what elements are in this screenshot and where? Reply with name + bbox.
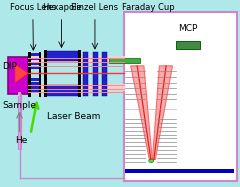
Bar <box>102 52 107 96</box>
Polygon shape <box>152 66 173 160</box>
Bar <box>30 86 39 89</box>
Bar <box>109 59 140 63</box>
Polygon shape <box>15 64 28 83</box>
Text: MCP: MCP <box>178 24 198 33</box>
Bar <box>93 52 98 96</box>
Bar <box>30 82 39 85</box>
Text: Focus Lens: Focus Lens <box>10 3 56 12</box>
Text: Laser Beam: Laser Beam <box>47 112 101 121</box>
Bar <box>18 94 21 149</box>
Text: Hexapole: Hexapole <box>42 3 81 12</box>
Bar <box>45 51 78 61</box>
Bar <box>28 52 30 97</box>
Polygon shape <box>131 66 152 160</box>
Bar <box>18 92 21 96</box>
Bar <box>83 52 88 96</box>
Bar <box>28 56 125 63</box>
Bar <box>8 57 28 94</box>
Bar <box>30 78 39 81</box>
Text: Sample: Sample <box>2 101 36 110</box>
Bar <box>44 50 47 97</box>
Bar <box>30 62 39 65</box>
Text: He: He <box>16 136 28 145</box>
Bar <box>78 50 81 97</box>
Bar <box>124 12 237 181</box>
Circle shape <box>149 159 154 163</box>
Bar <box>125 169 234 173</box>
Bar <box>45 85 78 96</box>
Bar <box>30 58 39 60</box>
Text: Einzel Lens: Einzel Lens <box>71 3 119 12</box>
Bar <box>30 90 39 93</box>
Bar <box>176 41 200 49</box>
Bar <box>30 53 39 56</box>
Bar <box>30 66 39 69</box>
Text: Faraday Cup: Faraday Cup <box>122 3 175 12</box>
Text: DIP: DIP <box>2 62 17 71</box>
Bar <box>39 52 41 97</box>
Bar <box>28 84 125 91</box>
